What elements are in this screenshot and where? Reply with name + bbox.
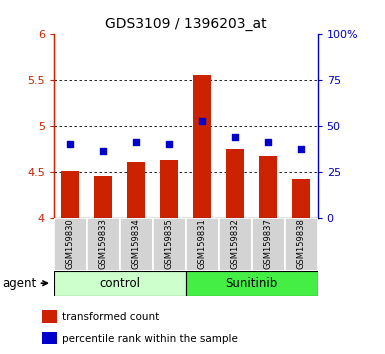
- Bar: [54, 271, 186, 296]
- Point: [232, 134, 238, 139]
- Bar: [193, 75, 211, 218]
- Bar: [160, 160, 178, 218]
- Bar: [42, 310, 57, 323]
- Bar: [219, 218, 252, 271]
- Bar: [226, 149, 244, 218]
- Text: GSM159831: GSM159831: [198, 218, 207, 269]
- Bar: [153, 218, 186, 271]
- Text: GSM159837: GSM159837: [264, 218, 273, 269]
- Point: [298, 146, 304, 152]
- Bar: [292, 179, 310, 218]
- Text: GSM159833: GSM159833: [99, 218, 108, 269]
- Bar: [252, 218, 285, 271]
- Point: [166, 141, 172, 147]
- Point: [133, 139, 139, 145]
- Point: [100, 148, 106, 153]
- Bar: [127, 162, 146, 218]
- Text: Sunitinib: Sunitinib: [226, 277, 278, 290]
- Text: transformed count: transformed count: [62, 312, 159, 322]
- Bar: [285, 218, 318, 271]
- Title: GDS3109 / 1396203_at: GDS3109 / 1396203_at: [105, 17, 266, 31]
- Bar: [61, 171, 79, 218]
- Point: [265, 139, 271, 145]
- Text: agent: agent: [2, 277, 36, 290]
- Text: GSM159832: GSM159832: [231, 218, 240, 269]
- Text: percentile rank within the sample: percentile rank within the sample: [62, 334, 238, 344]
- Bar: [87, 218, 120, 271]
- Point: [199, 118, 205, 124]
- Text: GSM159835: GSM159835: [165, 218, 174, 269]
- Text: GSM159830: GSM159830: [66, 218, 75, 269]
- Bar: [186, 271, 318, 296]
- Text: control: control: [99, 277, 140, 290]
- Bar: [259, 156, 277, 218]
- Bar: [186, 218, 219, 271]
- Bar: [120, 218, 153, 271]
- Point: [67, 141, 74, 147]
- Text: GSM159838: GSM159838: [296, 218, 306, 269]
- Bar: [94, 176, 112, 218]
- Bar: [54, 218, 87, 271]
- Text: GSM159834: GSM159834: [132, 218, 141, 269]
- Bar: [42, 332, 57, 344]
